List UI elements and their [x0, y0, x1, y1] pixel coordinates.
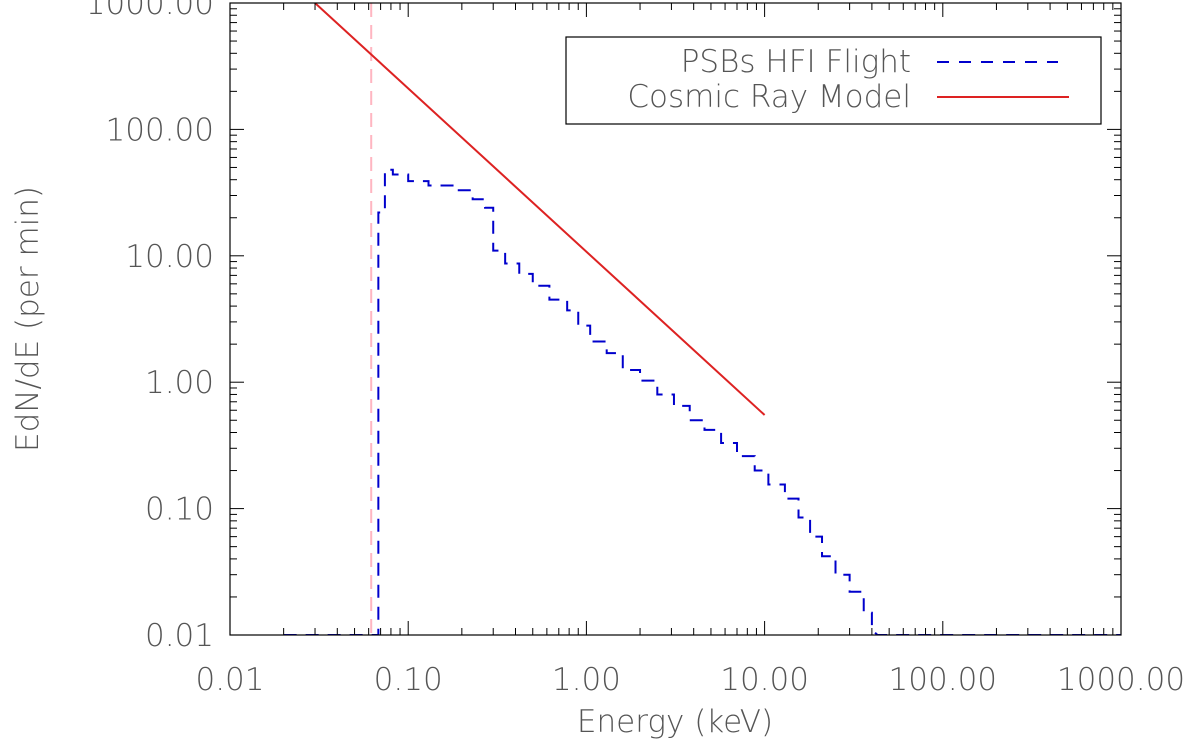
axis-ticks — [229, 2, 1122, 636]
y-tick-label: 0.10 — [145, 492, 214, 528]
y-tick-label: 100.00 — [106, 112, 214, 148]
x-tick-label: 10.00 — [720, 662, 809, 698]
tick-labels: 0.01 0.10 1.00 10.00 100.00 1000.00 0.01 0.10 1.… — [86, 0, 1185, 698]
y-tick-label: 10.00 — [125, 239, 214, 275]
y-axis-title: EdN/dE (per min) — [10, 186, 46, 452]
legend-label-cosmic-ray: Cosmic Ray Model — [627, 79, 911, 115]
series-line-psbs-hfi-flight — [283, 168, 1121, 635]
y-tick-label: 1000.00 — [86, 0, 214, 22]
x-tick-label: 100.00 — [889, 662, 997, 698]
x-tick-label: 0.10 — [374, 662, 443, 698]
x-tick-label: 1.00 — [552, 662, 621, 698]
plot-frame — [229, 2, 1122, 636]
legend: PSBs HFI Flight Cosmic Ray Model — [565, 36, 1102, 125]
y-tick-label: 1.00 — [145, 365, 214, 401]
x-tick-label: 0.01 — [195, 662, 264, 698]
x-axis-title: Energy (keV) — [577, 704, 773, 740]
y-tick-label: 0.01 — [145, 618, 214, 654]
legend-label-psbs: PSBs HFI Flight — [681, 44, 911, 80]
legend-box — [565, 36, 1102, 125]
x-tick-label: 1000.00 — [1057, 662, 1185, 698]
data-series — [283, 3, 1121, 635]
series-line-cosmic-ray-model — [314, 3, 766, 416]
